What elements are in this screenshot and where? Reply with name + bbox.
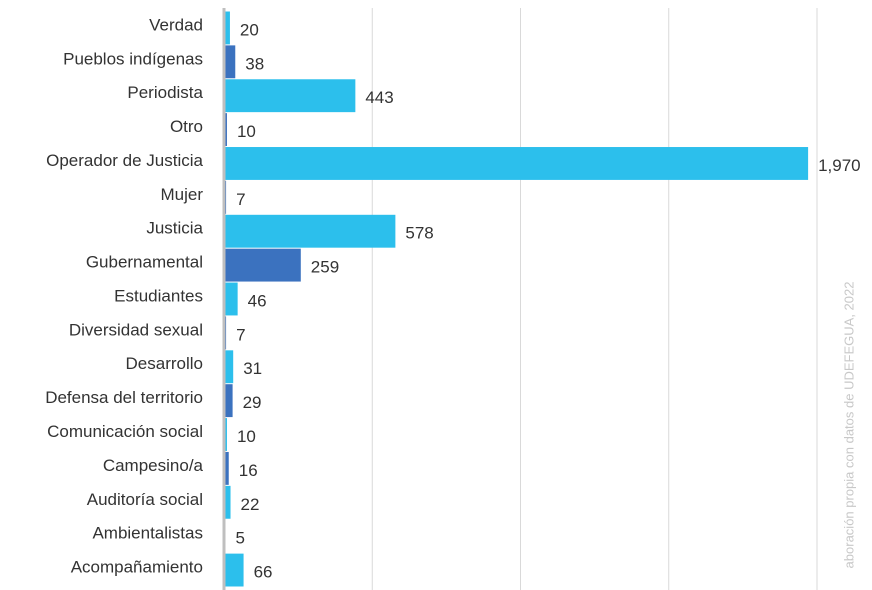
value-label: 578 xyxy=(405,224,433,243)
value-label: 7 xyxy=(236,325,245,344)
y-tick-label: Estudiantes xyxy=(114,286,203,305)
bar xyxy=(224,350,234,384)
y-tick-label: Acompañamiento xyxy=(71,558,203,577)
bar xyxy=(224,45,236,79)
value-label: 10 xyxy=(237,122,256,141)
value-label: 66 xyxy=(254,563,273,582)
value-label: 29 xyxy=(243,393,262,412)
bar xyxy=(224,11,230,45)
y-tick-label: Verdad xyxy=(149,15,203,34)
bar xyxy=(224,214,396,248)
value-label: 46 xyxy=(248,291,267,310)
y-tick-label: Operador de Justicia xyxy=(46,151,203,170)
source-note: aboración propia con datos de UDEFEGUA, … xyxy=(841,282,856,569)
bar xyxy=(224,553,244,587)
bar xyxy=(224,147,809,180)
value-label: 10 xyxy=(237,427,256,446)
y-tick-label: Desarrollo xyxy=(126,354,203,373)
y-tick-label: Pueblos indígenas xyxy=(63,49,203,68)
y-tick-label: Ambientalistas xyxy=(92,524,203,543)
value-label: 38 xyxy=(245,54,264,73)
bar xyxy=(224,282,238,316)
value-label: 1,970 xyxy=(818,156,861,175)
bar xyxy=(224,79,356,113)
value-label: 443 xyxy=(365,88,393,107)
y-tick-label: Gubernamental xyxy=(86,253,203,272)
value-label: 7 xyxy=(236,190,245,209)
bar xyxy=(224,451,229,485)
y-tick-label: Mujer xyxy=(160,185,203,204)
y-tick-label: Justicia xyxy=(146,219,203,238)
value-label: 20 xyxy=(240,20,259,39)
value-label: 259 xyxy=(311,258,339,277)
bar xyxy=(224,384,233,418)
y-tick-label: Periodista xyxy=(127,83,203,102)
y-tick-label: Otro xyxy=(170,117,203,136)
y-tick-label: Auditoría social xyxy=(87,490,203,509)
y-tick-label: Comunicación social xyxy=(47,422,203,441)
value-label: 31 xyxy=(243,359,262,378)
y-tick-label: Diversidad sexual xyxy=(69,320,203,339)
y-tick-label: Defensa del territorio xyxy=(45,388,203,407)
bar xyxy=(224,248,301,282)
value-label: 5 xyxy=(235,529,244,548)
bar xyxy=(224,485,231,519)
value-label: 22 xyxy=(241,495,260,514)
value-label: 16 xyxy=(239,461,258,480)
y-tick-label: Campesino/a xyxy=(103,456,204,475)
